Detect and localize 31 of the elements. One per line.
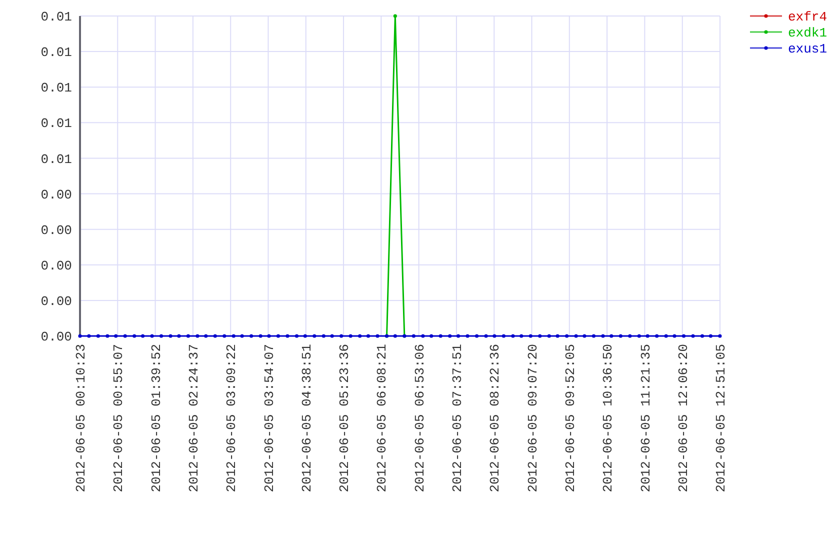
x-tick-label: 2012-06-05 04:38:51 <box>299 344 314 492</box>
x-tick-label: 2012-06-05 02:24:37 <box>186 344 202 492</box>
x-tick-label: 2012-06-05 01:39:52 <box>148 344 164 492</box>
x-tick-label: 2012-06-05 00:10:23 <box>74 344 89 492</box>
y-tick-label: 0.01 <box>40 152 72 167</box>
x-tick-label: 2012-06-05 12:51:05 <box>714 344 729 492</box>
y-tick-label: 0.00 <box>40 294 72 309</box>
x-tick-label: 2012-06-05 07:37:51 <box>450 344 466 492</box>
x-tick-label: 2012-06-05 11:21:35 <box>638 344 654 492</box>
x-tick-label: 2012-06-05 10:36:50 <box>600 344 616 492</box>
y-tick-label: 0.00 <box>40 330 72 345</box>
y-tick-label: 0.01 <box>40 116 72 132</box>
y-tick-label: 0.00 <box>40 187 72 202</box>
legend-label: exus1 <box>788 42 828 57</box>
x-tick-label: 2012-06-05 06:08:21 <box>374 344 390 492</box>
y-tick-label: 0.00 <box>40 222 72 238</box>
legend-label: exdk1 <box>788 26 828 41</box>
x-tick-label: 2012-06-05 00:55:07 <box>111 344 126 492</box>
x-tick-label: 2012-06-05 12:06:20 <box>676 344 691 492</box>
x-tick-label: 2012-06-05 03:09:22 <box>224 344 240 492</box>
x-tick-label: 2012-06-05 08:22:36 <box>488 344 503 492</box>
x-tick-label: 2012-06-05 09:52:05 <box>562 344 578 492</box>
x-tick-label: 2012-06-05 06:53:06 <box>412 344 428 492</box>
y-tick-label: 0.00 <box>40 258 72 274</box>
x-tick-label: 2012-06-05 09:07:20 <box>525 344 540 492</box>
legend-label: exfr4 <box>788 10 828 25</box>
x-tick-label: 2012-06-05 05:23:36 <box>337 344 352 492</box>
y-tick-label: 0.01 <box>40 45 72 60</box>
y-tick-label: 0.01 <box>40 10 72 25</box>
y-tick-label: 0.01 <box>40 80 72 96</box>
x-tick-label: 2012-06-05 03:54:07 <box>262 344 277 492</box>
